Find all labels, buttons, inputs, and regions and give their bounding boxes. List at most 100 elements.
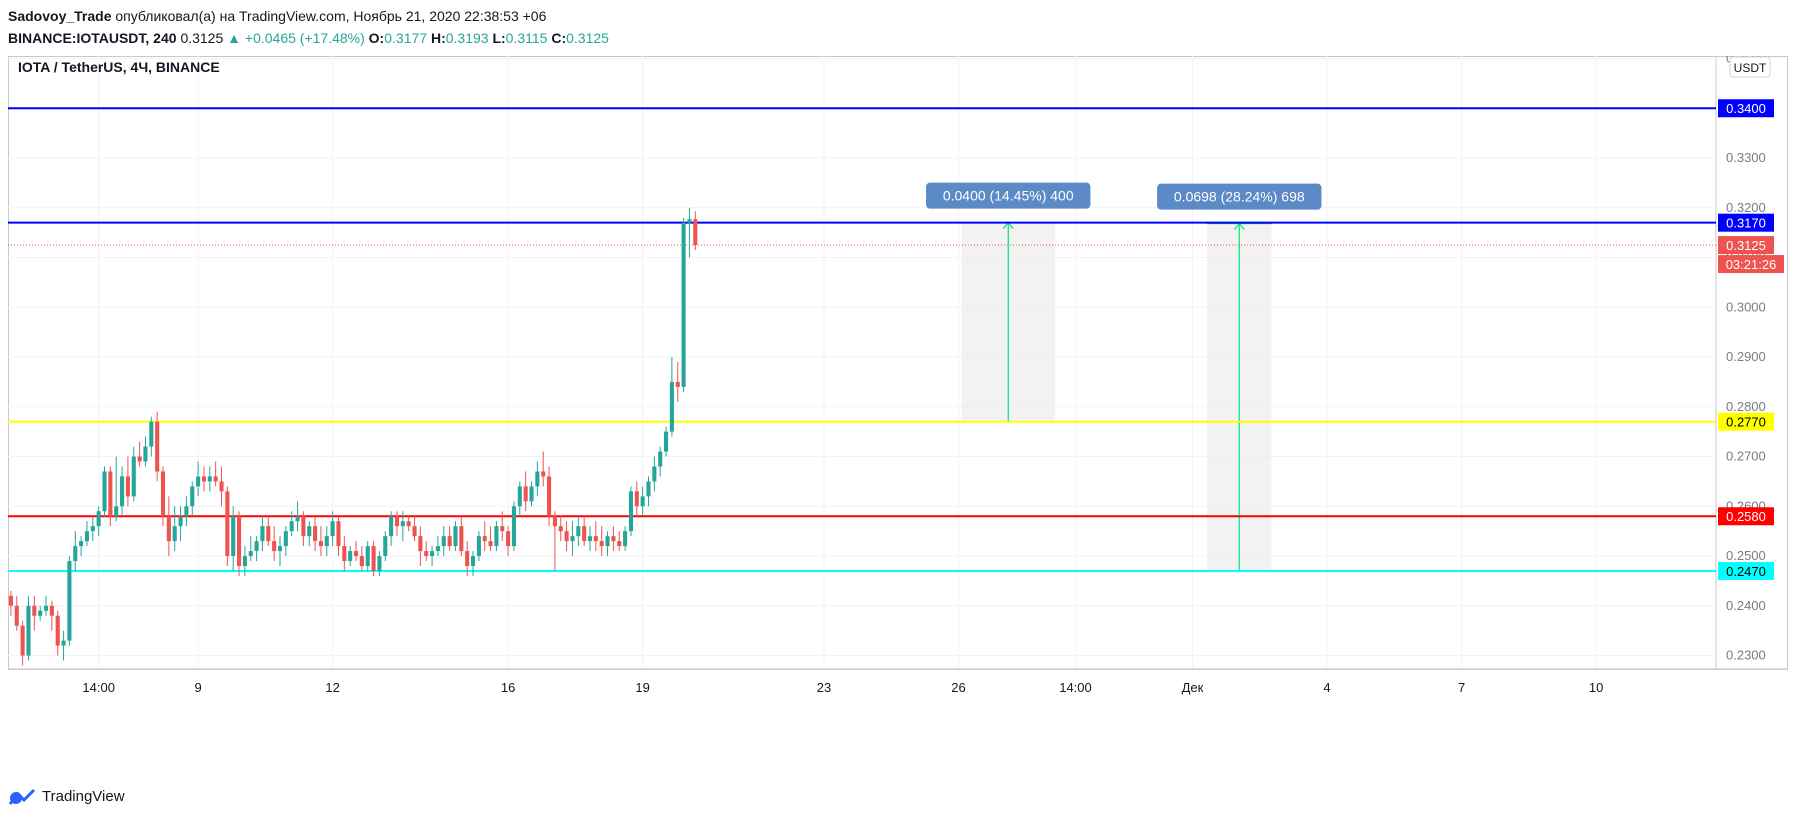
countdown-label: 03:21:26 — [1726, 257, 1777, 272]
candle-body — [523, 486, 528, 502]
candle-body — [587, 536, 593, 542]
chart-area[interactable]: 0.2300 0.2400 0.2500 0.2600 0.2700 0.2800 0.29… — [8, 56, 1788, 772]
candle-body — [418, 536, 423, 552]
x-tick-label: 23 — [817, 680, 831, 695]
candle-body — [377, 556, 382, 571]
candle-body — [231, 516, 236, 557]
candle-body — [336, 521, 341, 547]
candle-body — [558, 526, 563, 532]
candle-body — [108, 471, 113, 517]
candle-body — [178, 516, 183, 527]
candle-body — [248, 551, 253, 557]
candle-body — [190, 486, 195, 507]
candle-body — [394, 516, 400, 527]
tradingview-brand: TradingView — [42, 787, 125, 805]
publish-text: опубликовал(а) на TradingView.com, Ноябр… — [115, 8, 547, 24]
tradingview-logo-icon — [8, 788, 36, 805]
candle-body — [96, 511, 101, 527]
candle-body — [160, 471, 166, 517]
candle-body — [664, 431, 669, 452]
candle-body — [90, 526, 95, 532]
candle-body — [406, 521, 411, 527]
candle-body — [125, 476, 130, 497]
candle-body — [43, 605, 49, 611]
x-tick-label: 12 — [325, 680, 339, 695]
candle-body — [225, 491, 230, 557]
currency-label: USDT — [1734, 61, 1767, 75]
x-tick-label: 4 — [1323, 680, 1330, 695]
y-tick-label: 0.3300 — [1726, 150, 1766, 165]
high-label: H: — [430, 30, 446, 46]
candle-body — [207, 476, 212, 482]
candle-body — [365, 546, 370, 566]
candle-body — [272, 541, 277, 552]
close-value: 0.3125 — [566, 30, 609, 46]
candle-body — [547, 476, 552, 517]
candle-body — [149, 421, 154, 447]
candle-body — [535, 471, 540, 487]
candle-body — [435, 546, 440, 552]
candle-body — [301, 516, 306, 537]
candle-body — [237, 516, 242, 566]
candle-body — [242, 556, 247, 566]
level-price-tag — [1718, 99, 1774, 118]
candle-body — [476, 536, 481, 557]
candle-body — [511, 506, 517, 547]
candle-body — [459, 526, 464, 552]
candle-body — [131, 456, 136, 497]
candle-body — [353, 551, 359, 557]
y-tick-label: 0.2500 — [1726, 548, 1766, 563]
candle-body — [254, 541, 259, 552]
publish-info: Sadovoy_Trade опубликовал(а) на TradingV… — [8, 6, 546, 26]
candle-body — [32, 605, 37, 616]
close-label: C: — [551, 30, 567, 46]
author-name[interactable]: Sadovoy_Trade — [8, 8, 112, 24]
candle-body — [488, 541, 493, 547]
candle-body — [184, 506, 189, 517]
candle-body — [20, 625, 25, 656]
candle-body — [541, 471, 546, 477]
x-tick-label: 26 — [951, 680, 965, 695]
candle-body — [114, 506, 119, 517]
candle-body — [675, 381, 680, 387]
candle-body — [494, 526, 499, 547]
price-chart[interactable]: 0.23000.24000.25000.26000.27000.28000.29… — [8, 56, 1788, 772]
candle-body — [318, 541, 323, 547]
last-price-tag — [1718, 236, 1774, 255]
candle-body — [67, 561, 72, 641]
candle-body — [576, 526, 581, 537]
x-tick-label: 14:00 — [1059, 680, 1092, 695]
candle-body — [570, 536, 575, 542]
candle-body — [155, 421, 160, 472]
candle-body — [470, 556, 476, 566]
candle-body — [652, 466, 657, 482]
level-price-label: 0.2580 — [1726, 509, 1766, 524]
candle-body — [289, 521, 294, 532]
candle-body — [371, 546, 376, 571]
low-value: 0.3115 — [505, 30, 548, 46]
candle-body — [8, 595, 13, 606]
y-tick-label: 0.3200 — [1726, 200, 1766, 215]
candle-body — [38, 610, 43, 616]
x-tick-label: 10 — [1589, 680, 1603, 695]
candle-body — [49, 605, 54, 616]
candle-body — [552, 516, 557, 527]
candle-body — [465, 551, 470, 566]
candle-body — [213, 476, 218, 482]
candle-body — [441, 536, 446, 547]
level-price-tag — [1718, 213, 1774, 232]
countdown-tag — [1718, 255, 1784, 274]
candle-body — [26, 605, 31, 656]
open-label: O: — [368, 30, 385, 46]
y-tick-label: 0.2400 — [1726, 598, 1766, 613]
x-tick-label: 19 — [635, 680, 649, 695]
candle-body — [324, 536, 329, 547]
candle-body — [61, 640, 66, 646]
tradingview-footer[interactable]: TradingView — [8, 786, 125, 806]
candle-body — [634, 491, 639, 507]
candle-body — [348, 551, 353, 562]
plot-border — [8, 56, 1788, 670]
candle-body — [84, 531, 90, 542]
candle-body — [79, 541, 84, 547]
high-value: 0.3193 — [445, 30, 489, 46]
